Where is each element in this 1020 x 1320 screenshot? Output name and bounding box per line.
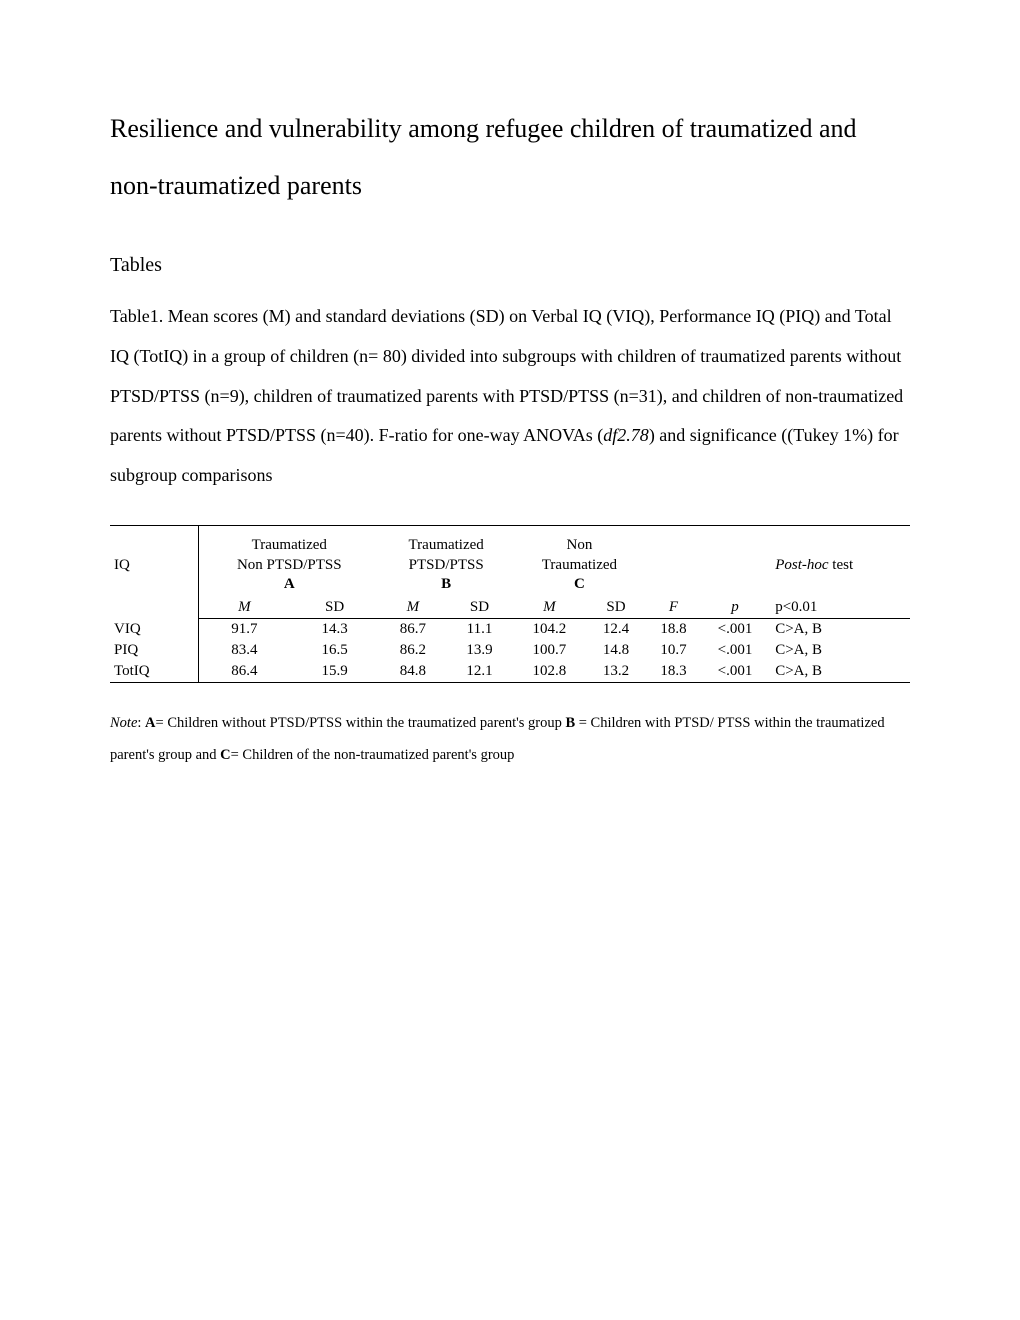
note-c-text: = Children of the non-traumatized parent… bbox=[231, 747, 515, 763]
sub-c-m: M bbox=[513, 597, 586, 619]
header-group-c: Non Traumatized C bbox=[513, 526, 646, 597]
cell-a-sd: 15.9 bbox=[290, 661, 380, 683]
section-heading-tables: Tables bbox=[110, 254, 910, 277]
cell-c-m: 102.8 bbox=[513, 661, 586, 683]
cell-posthoc: C>A, B bbox=[769, 618, 910, 640]
table1-note: Note: A= Children without PTSD/PTSS with… bbox=[110, 708, 910, 772]
row-label: VIQ bbox=[110, 618, 199, 640]
cell-b-m: 86.7 bbox=[380, 618, 447, 640]
table-row: TotIQ 86.4 15.9 84.8 12.1 102.8 13.2 18.… bbox=[110, 661, 910, 683]
cell-f: 18.3 bbox=[646, 661, 701, 683]
note-sep: : bbox=[137, 715, 145, 731]
cell-c-m: 100.7 bbox=[513, 640, 586, 661]
cell-b-m: 84.8 bbox=[380, 661, 447, 683]
group-a-line2: Non PTSD/PTSS bbox=[237, 557, 342, 573]
cell-c-sd: 13.2 bbox=[586, 661, 646, 683]
cell-c-sd: 12.4 bbox=[586, 618, 646, 640]
note-b-code: B bbox=[565, 715, 575, 731]
cell-a-m: 91.7 bbox=[199, 618, 290, 640]
header-iq-label: IQ bbox=[110, 526, 199, 597]
note-a-code: A bbox=[145, 715, 155, 731]
cell-b-sd: 12.1 bbox=[446, 661, 513, 683]
group-b-code: B bbox=[441, 576, 451, 592]
group-c-code: C bbox=[574, 576, 585, 592]
group-c-line1: Non bbox=[566, 537, 592, 553]
cell-c-sd: 14.8 bbox=[586, 640, 646, 661]
header-group-b: Traumatized PTSD/PTSS B bbox=[380, 526, 513, 597]
cell-p: <.001 bbox=[701, 618, 769, 640]
document-title: Resilience and vulnerability among refug… bbox=[110, 100, 910, 214]
subheader-row: M SD M SD M SD F p p<0.01 bbox=[110, 597, 910, 619]
cell-a-m: 86.4 bbox=[199, 661, 290, 683]
note-c-code: C bbox=[220, 747, 230, 763]
sub-a-m: M bbox=[199, 597, 290, 619]
cell-a-sd: 14.3 bbox=[290, 618, 380, 640]
cell-c-m: 104.2 bbox=[513, 618, 586, 640]
row-label: TotIQ bbox=[110, 661, 199, 683]
group-a-line1: Traumatized bbox=[252, 537, 327, 553]
note-prefix: Note bbox=[110, 715, 137, 731]
sub-b-m: M bbox=[380, 597, 447, 619]
posthoc-suffix: test bbox=[829, 557, 854, 573]
table-row: PIQ 83.4 16.5 86.2 13.9 100.7 14.8 10.7 … bbox=[110, 640, 910, 661]
table-row: VIQ 91.7 14.3 86.7 11.1 104.2 12.4 18.8 … bbox=[110, 618, 910, 640]
cell-b-sd: 11.1 bbox=[446, 618, 513, 640]
group-b-line2: PTSD/PTSS bbox=[409, 557, 484, 573]
cell-posthoc: C>A, B bbox=[769, 661, 910, 683]
header-spacer-f bbox=[646, 526, 701, 597]
cell-p: <.001 bbox=[701, 661, 769, 683]
cell-b-m: 86.2 bbox=[380, 640, 447, 661]
group-a-code: A bbox=[284, 576, 295, 592]
note-a-text: = Children without PTSD/PTSS within the … bbox=[156, 715, 566, 731]
group-b-line1: Traumatized bbox=[409, 537, 484, 553]
sub-f: F bbox=[646, 597, 701, 619]
sub-a-sd: SD bbox=[290, 597, 380, 619]
cell-p: <.001 bbox=[701, 640, 769, 661]
posthoc-label: Post-hoc bbox=[775, 557, 828, 573]
header-group-a: Traumatized Non PTSD/PTSS A bbox=[199, 526, 380, 597]
row-label: PIQ bbox=[110, 640, 199, 661]
cell-f: 18.8 bbox=[646, 618, 701, 640]
table1-caption: Table1. Mean scores (M) and standard dev… bbox=[110, 297, 910, 495]
cell-b-sd: 13.9 bbox=[446, 640, 513, 661]
header-spacer-p bbox=[701, 526, 769, 597]
header-posthoc: Post-hoc test bbox=[769, 526, 910, 597]
cell-f: 10.7 bbox=[646, 640, 701, 661]
sub-c-sd: SD bbox=[586, 597, 646, 619]
cell-a-m: 83.4 bbox=[199, 640, 290, 661]
sub-b-sd: SD bbox=[446, 597, 513, 619]
cell-a-sd: 16.5 bbox=[290, 640, 380, 661]
sub-p: p bbox=[701, 597, 769, 619]
sub-pthresh: p<0.01 bbox=[769, 597, 910, 619]
cell-posthoc: C>A, B bbox=[769, 640, 910, 661]
table1: IQ Traumatized Non PTSD/PTSS A Traumatiz… bbox=[110, 525, 910, 683]
group-c-line2: Traumatized bbox=[542, 557, 617, 573]
caption-df: df2.78 bbox=[603, 425, 649, 445]
